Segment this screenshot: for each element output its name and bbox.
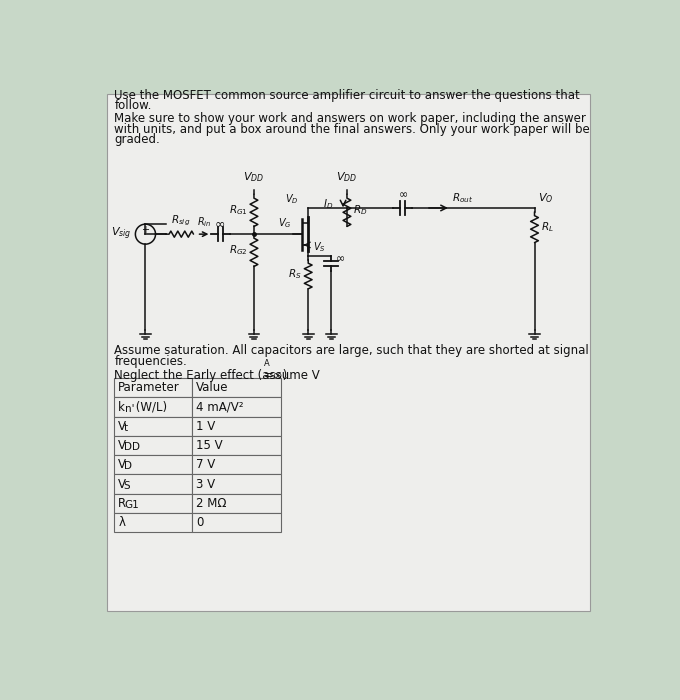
Text: +: + <box>141 225 150 235</box>
Text: graded.: graded. <box>114 132 160 146</box>
Text: $R_{G1}$: $R_{G1}$ <box>229 204 248 217</box>
Text: Make sure to show your work and answers on work paper, including the answer: Make sure to show your work and answers … <box>114 113 586 125</box>
Text: t: t <box>124 423 128 433</box>
Text: S: S <box>124 481 131 491</box>
Text: $\infty$: $\infty$ <box>335 253 345 263</box>
Text: with units, and put a box around the final answers. Only your work paper will be: with units, and put a box around the fin… <box>114 122 590 136</box>
Text: $R_{G2}$: $R_{G2}$ <box>229 244 248 257</box>
Text: $V_G$: $V_G$ <box>277 216 291 230</box>
Text: follow.: follow. <box>114 99 152 113</box>
FancyBboxPatch shape <box>107 94 590 612</box>
Bar <box>114 475 192 493</box>
Text: $R_D$: $R_D$ <box>353 204 368 217</box>
Text: $V_D$: $V_D$ <box>286 192 299 206</box>
Bar <box>114 436 192 455</box>
Text: $V_{DD}$: $V_{DD}$ <box>243 170 265 184</box>
Bar <box>114 513 192 532</box>
Text: Use the MOSFET common source amplifier circuit to answer the questions that: Use the MOSFET common source amplifier c… <box>114 90 580 102</box>
Text: $\infty$: $\infty$ <box>398 190 408 200</box>
Text: 4 mA/V²: 4 mA/V² <box>196 400 243 414</box>
Text: $R_{sig}$: $R_{sig}$ <box>171 214 191 228</box>
Text: $V_O$: $V_O$ <box>539 191 554 205</box>
Bar <box>114 455 192 475</box>
Text: n': n' <box>124 404 134 414</box>
Text: =∞).: =∞). <box>264 369 292 382</box>
Text: frequencies.: frequencies. <box>114 355 187 368</box>
Text: 15 V: 15 V <box>196 439 222 452</box>
Text: λ: λ <box>118 516 125 529</box>
Text: DD: DD <box>124 442 140 452</box>
Text: $\infty$: $\infty$ <box>214 217 225 230</box>
Text: 3 V: 3 V <box>196 477 215 491</box>
Text: V: V <box>118 439 126 452</box>
Text: 2 MΩ: 2 MΩ <box>196 497 226 510</box>
Text: V: V <box>118 458 126 471</box>
Bar <box>192 416 281 436</box>
Text: $R_{out}$: $R_{out}$ <box>452 191 474 205</box>
Text: 7 V: 7 V <box>196 458 215 471</box>
Bar <box>192 494 281 513</box>
Bar <box>192 475 281 493</box>
Text: $V_{sig}$: $V_{sig}$ <box>111 226 131 242</box>
Text: D: D <box>124 461 132 471</box>
Text: k: k <box>118 400 125 414</box>
Text: G1: G1 <box>124 500 139 510</box>
Text: Parameter: Parameter <box>118 382 180 394</box>
Bar <box>192 378 281 398</box>
Bar <box>114 378 192 398</box>
Bar <box>192 455 281 475</box>
Text: V: V <box>118 420 126 433</box>
Text: $R_S$: $R_S$ <box>288 267 302 281</box>
Text: Value: Value <box>196 382 228 394</box>
Text: Assume saturation. All capacitors are large, such that they are shorted at signa: Assume saturation. All capacitors are la… <box>114 344 589 357</box>
Text: $V_{DD}$: $V_{DD}$ <box>337 170 358 184</box>
Bar <box>192 398 281 416</box>
Text: $R_L$: $R_L$ <box>541 220 554 234</box>
Text: 1 V: 1 V <box>196 420 215 433</box>
Text: V: V <box>118 477 126 491</box>
Bar <box>114 416 192 436</box>
Bar <box>192 513 281 532</box>
Text: (W/L): (W/L) <box>133 400 167 414</box>
Bar <box>114 494 192 513</box>
Text: A: A <box>264 359 270 368</box>
Text: R: R <box>118 497 126 510</box>
Text: Neglect the Early effect (assume V: Neglect the Early effect (assume V <box>114 369 320 382</box>
Text: 0: 0 <box>196 516 203 529</box>
Bar <box>192 436 281 455</box>
Text: $I_D$: $I_D$ <box>323 197 333 211</box>
Text: $V_S$: $V_S$ <box>313 240 326 254</box>
Text: $R_{in}$: $R_{in}$ <box>197 215 211 229</box>
Bar <box>114 398 192 416</box>
